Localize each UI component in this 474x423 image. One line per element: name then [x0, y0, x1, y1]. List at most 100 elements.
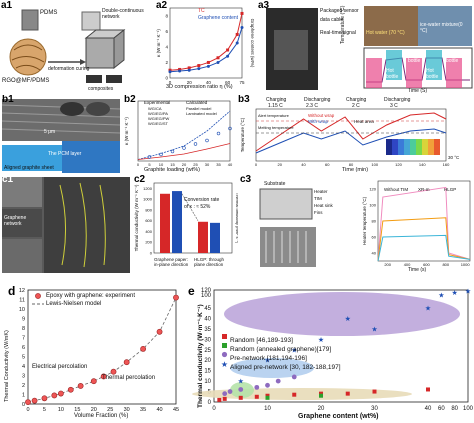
y-tick-label: 45 [204, 306, 211, 312]
heat-sink-label: Heat sink [314, 203, 333, 208]
sensor-label: Packaged sensor [320, 8, 359, 14]
y-tick-label: 1 [22, 393, 25, 399]
network-label: network [4, 221, 22, 227]
x-tick-label: 60 [438, 406, 445, 412]
y-tick-label: 60 [372, 235, 377, 240]
x-tick-label: 25 [107, 407, 113, 413]
x-tick-label: 800 [442, 262, 449, 267]
y-axis-label: Temperature (°C) [240, 117, 245, 152]
aligned-point: ★ [318, 336, 324, 344]
substrate-label: Substrate [264, 181, 286, 187]
x-tick-label: 15 [170, 162, 175, 167]
y-axis-left-label: κ (W m⁻¹ K⁻¹) [156, 29, 161, 57]
y-tick-label: 20 [204, 358, 211, 364]
rgo-label: RGO@MF/PDMS [2, 78, 50, 84]
thermal-image-strip [434, 139, 440, 155]
panel-a2: 0 20 40 60 75 0 2 4 6 8 κ (W m⁻¹ K⁻¹) Graphene cont… [154, 0, 256, 95]
legend-gc: Graphene content [198, 15, 239, 21]
x-tick-label: 30 [371, 406, 378, 412]
tc-point [240, 11, 244, 15]
hot-water-label: Hot water (70 °C) [366, 30, 405, 36]
alert-temp: Alert temperature [258, 113, 289, 118]
series-without-wrap [255, 112, 447, 152]
fins-label: Fins [314, 210, 323, 215]
exp-point [170, 149, 175, 154]
pre-network-point [291, 374, 297, 380]
x-tick-label: 15 [74, 407, 80, 413]
panel-label: c3 [240, 175, 252, 185]
legend-tc: TC [198, 8, 205, 14]
data-point [57, 390, 64, 397]
y-tick-label: 800 [145, 207, 152, 212]
exp-point [228, 126, 232, 131]
x-tick-label: 10 [264, 406, 271, 412]
x-axis-label: Time (s) [408, 267, 427, 273]
plot-frame [137, 100, 231, 162]
graphene-label: Graphene [4, 215, 27, 221]
x-tick-label: 0 [137, 162, 140, 167]
random-point [217, 397, 222, 402]
plot-frame [153, 182, 233, 254]
scale-bar: 5 μm [44, 129, 56, 135]
pre-network-point [227, 389, 233, 394]
x-tick-label: 30 [124, 407, 130, 413]
aligned-point: ★ [291, 346, 297, 354]
gc-point [168, 70, 172, 74]
y-tick-label: 80 [372, 219, 377, 224]
pre-network-point [275, 378, 281, 384]
random-point [265, 393, 270, 398]
data-point [173, 294, 179, 301]
gc-point [206, 64, 210, 68]
ice-water-label: ice-water mixture(0 °C) [420, 22, 463, 34]
data-point [100, 373, 107, 380]
discharging-2: Discharging [384, 97, 411, 103]
data-point [77, 383, 84, 389]
series-with-wrap [255, 128, 447, 154]
y-tick-label: 7 [22, 336, 25, 342]
conversion-arrow [181, 193, 199, 221]
y-axis-label: Thermal conductivity (W·m⁻¹·K⁻¹) [197, 304, 204, 408]
y-tick-label: 15 [204, 369, 211, 375]
annealed-point [265, 395, 270, 400]
y-tick-label: 100 [201, 293, 212, 299]
pre-network-point [222, 391, 228, 397]
panel-b1: b1 5 μm Aligned graphite sheet The PCM l… [0, 95, 122, 175]
legend-2: XR-m [418, 187, 430, 192]
conversion-value: of κ : ≈ 52% [184, 204, 211, 210]
x-tick-label: 10 [159, 162, 164, 167]
plot-frame [27, 289, 177, 405]
y-tick-label: 0 [22, 402, 25, 408]
random-point [372, 389, 377, 394]
calc-item-1: Parallel model [186, 106, 212, 111]
y-tick-label: 11 [19, 298, 25, 304]
legend-experiment: Epoxy with graphene: experiment [46, 293, 136, 299]
x-tick-label: 200 [384, 262, 391, 267]
y-tick-label: 600 [145, 218, 152, 223]
legend-3: HLGP [444, 187, 457, 192]
x-tick-label: 140 [419, 162, 426, 167]
x-tick-label: 20 [182, 162, 187, 167]
x-tick-label: 80 [451, 406, 458, 412]
legend-marker-aligned: ★ [221, 360, 228, 369]
y-tick-label: 4 [22, 364, 25, 370]
discharging-1: Discharging [304, 97, 331, 103]
x-tick-label: 0 [255, 162, 258, 167]
charging-1-rate: 1.15 C [268, 103, 283, 109]
data-point [67, 386, 74, 393]
calc-item-2: Laminated model [186, 111, 217, 116]
y-tick-label: 0 [208, 400, 212, 406]
category-1: Graphene paper: in-plane direction [154, 257, 189, 267]
panel-a3: a3 Packaged sensor data cable Real-time … [256, 0, 474, 95]
x-tick-label: 20 [91, 407, 97, 413]
series-line-tc [169, 13, 243, 71]
x-tick-label: 40 [425, 406, 432, 412]
hot-region [366, 58, 382, 88]
aligned-point: ★ [425, 305, 431, 313]
tc-point [168, 68, 172, 72]
legend-annealed: Random (annealed graphene)[179] [230, 346, 332, 353]
panel-label: b1 [2, 95, 14, 105]
bar [160, 193, 170, 253]
plot-frame [377, 180, 471, 262]
heater-label: Heater [314, 189, 328, 194]
tc-point [226, 48, 230, 52]
